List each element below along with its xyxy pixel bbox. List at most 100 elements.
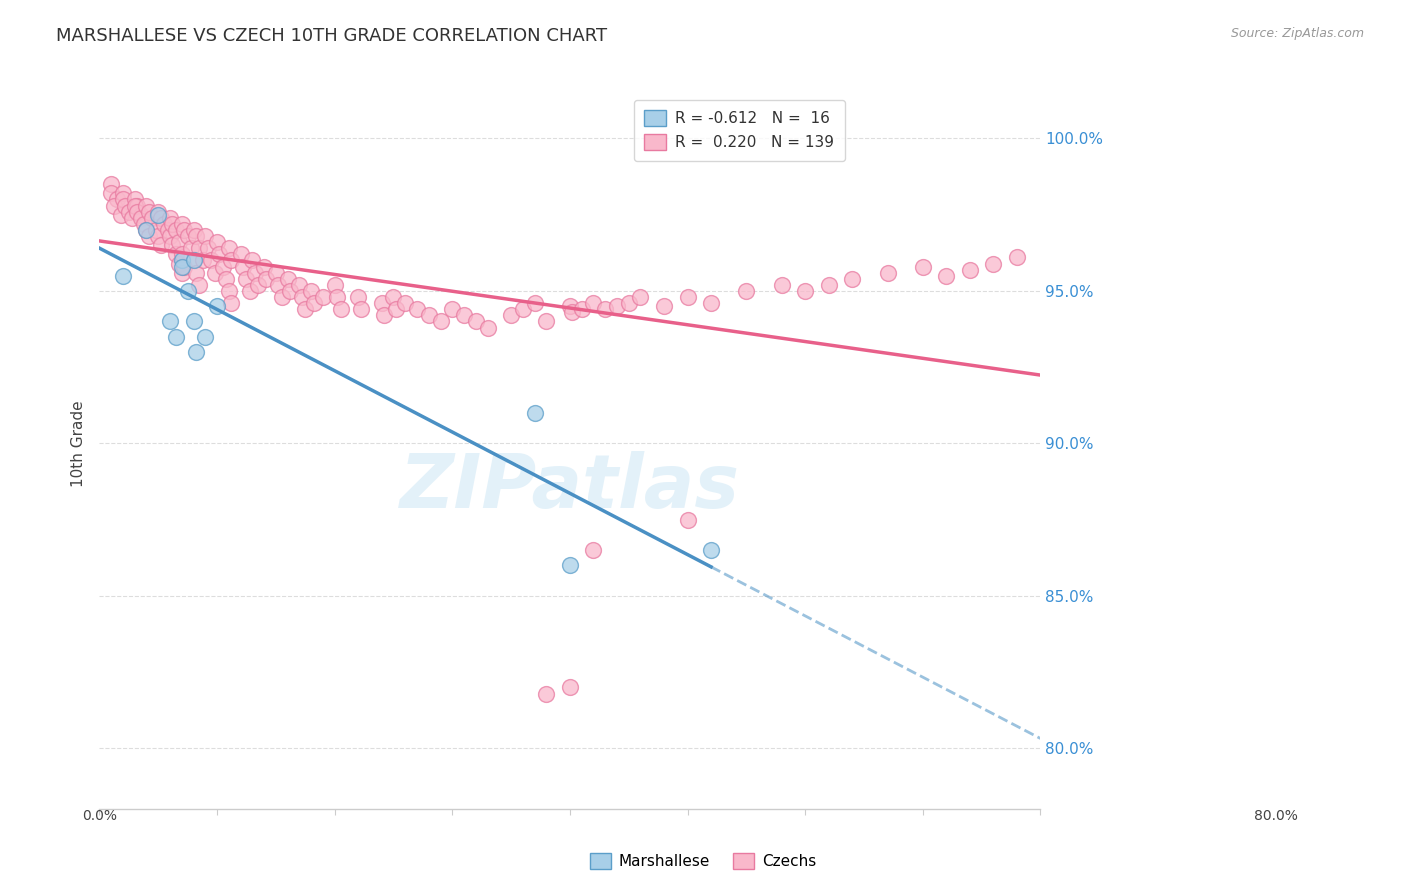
Point <box>464 314 486 328</box>
Point <box>138 204 160 219</box>
Point <box>125 204 148 219</box>
Point <box>135 223 157 237</box>
Point <box>162 217 184 231</box>
Point <box>188 277 211 292</box>
Point <box>477 320 499 334</box>
Point <box>373 309 395 323</box>
Point <box>558 299 581 313</box>
Point <box>162 238 184 252</box>
Point <box>165 247 187 261</box>
Point <box>125 198 148 212</box>
Point <box>277 272 299 286</box>
Point <box>235 272 257 286</box>
Point <box>911 260 934 274</box>
Point <box>652 299 675 313</box>
Point <box>176 229 198 244</box>
Point <box>558 681 581 695</box>
Text: Source: ZipAtlas.com: Source: ZipAtlas.com <box>1230 27 1364 40</box>
Point <box>129 208 152 222</box>
Point <box>329 302 352 317</box>
Point <box>294 302 316 317</box>
Point <box>215 272 238 286</box>
Point <box>176 284 198 298</box>
Point <box>582 543 605 558</box>
Point <box>170 266 193 280</box>
Point <box>630 290 652 304</box>
Text: MARSHALLESE VS CZECH 10TH GRADE CORRELATION CHART: MARSHALLESE VS CZECH 10TH GRADE CORRELAT… <box>56 27 607 45</box>
Point <box>441 302 464 317</box>
Point <box>170 260 193 274</box>
Point <box>512 302 534 317</box>
Point <box>105 193 128 207</box>
Point <box>253 260 276 274</box>
Point <box>165 223 187 237</box>
Point <box>267 277 290 292</box>
Point <box>183 253 205 268</box>
Point <box>204 266 226 280</box>
Point <box>817 277 839 292</box>
Point <box>385 302 408 317</box>
Point <box>218 241 240 255</box>
Point <box>141 211 163 225</box>
Point <box>149 238 172 252</box>
Point <box>169 256 191 270</box>
Point <box>312 290 335 304</box>
Point <box>270 290 292 304</box>
Point <box>114 198 136 212</box>
Point <box>382 290 405 304</box>
Point <box>935 268 957 283</box>
Point <box>561 305 583 319</box>
Point <box>770 277 793 292</box>
Point <box>347 290 370 304</box>
Point <box>299 284 322 298</box>
Point <box>536 687 558 701</box>
Point <box>135 223 157 237</box>
Point <box>129 211 152 225</box>
Point <box>165 329 187 343</box>
Point <box>247 277 270 292</box>
Point <box>148 229 170 244</box>
Point <box>219 296 242 310</box>
Point <box>593 302 616 317</box>
Point <box>200 253 222 268</box>
Point <box>159 229 181 244</box>
Point <box>256 272 278 286</box>
Point <box>288 277 311 292</box>
Point <box>794 284 817 298</box>
Point <box>700 543 723 558</box>
Text: 0.0%: 0.0% <box>82 809 117 823</box>
Point <box>418 309 440 323</box>
Point <box>239 284 262 298</box>
Point <box>229 247 252 261</box>
Point <box>536 314 558 328</box>
Point <box>170 247 193 261</box>
Point <box>326 290 349 304</box>
Point <box>243 266 266 280</box>
Point <box>134 217 156 231</box>
Point <box>291 290 314 304</box>
Point <box>121 211 143 225</box>
Point <box>617 296 640 310</box>
Point <box>148 208 170 222</box>
Point <box>135 198 157 212</box>
Point <box>194 229 217 244</box>
Y-axis label: 10th Grade: 10th Grade <box>72 401 86 487</box>
Point <box>676 290 699 304</box>
Point <box>111 268 134 283</box>
Point <box>523 296 546 310</box>
Point <box>138 229 160 244</box>
Point <box>173 260 195 274</box>
Point <box>170 253 193 268</box>
Point <box>183 223 205 237</box>
Point <box>349 302 371 317</box>
Point <box>159 211 181 225</box>
Point <box>278 284 301 298</box>
Point <box>145 223 167 237</box>
Point <box>218 284 240 298</box>
Point <box>153 217 176 231</box>
Point <box>148 204 170 219</box>
Point <box>983 256 1005 270</box>
Text: ZIPatlas: ZIPatlas <box>399 450 740 524</box>
Point <box>700 296 723 310</box>
Point <box>1005 251 1028 265</box>
